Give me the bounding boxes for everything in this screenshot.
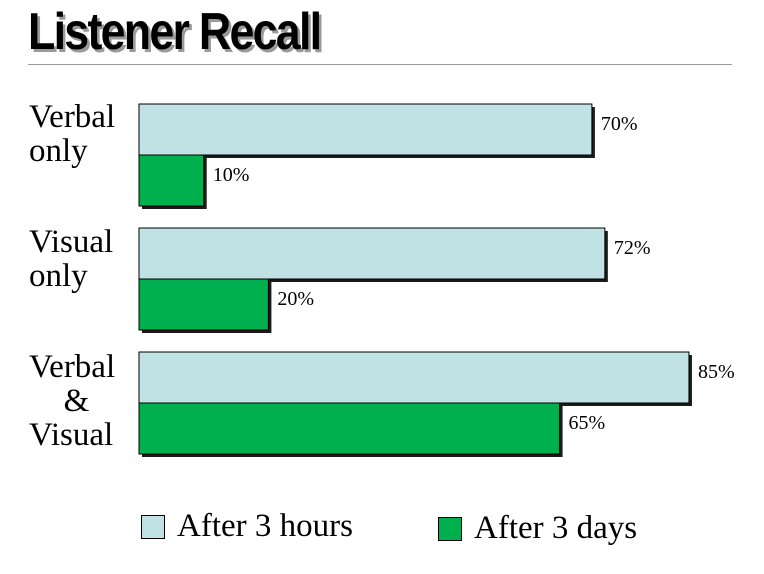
category-label-line: Visual [29, 417, 114, 453]
category-label-line: Visual [29, 224, 114, 260]
value-label-after-3-hours-3: 85% [698, 361, 735, 383]
chart-title: Listener Recall [28, 3, 322, 61]
category-label-line: only [29, 258, 88, 294]
value-label-after-3-days-1: 10% [213, 164, 250, 186]
bar-after-3-days-1 [138, 154, 205, 207]
category-label-1: Verbal only [29, 100, 159, 168]
value-label-after-3-days-3: 65% [569, 412, 606, 434]
bar-after-3-hours-1 [138, 103, 593, 156]
value-label-after-3-hours-1: 70% [601, 113, 638, 135]
category-label-2: Visual only [29, 225, 159, 293]
bar-after-3-hours-2 [138, 227, 606, 280]
category-label-line: & [63, 383, 90, 419]
category-label-line: Verbal [29, 99, 116, 135]
category-label-3: Verbal & Visual [29, 350, 159, 452]
bar-after-3-days-3 [138, 402, 561, 455]
title-divider [28, 64, 732, 65]
value-label-after-3-hours-2: 72% [614, 237, 651, 259]
category-label-line: Verbal [29, 349, 116, 385]
bar-after-3-days-2 [138, 278, 269, 331]
value-label-after-3-days-2: 20% [277, 288, 314, 310]
bar-after-3-hours-3 [138, 351, 690, 404]
category-label-line: only [29, 133, 88, 169]
